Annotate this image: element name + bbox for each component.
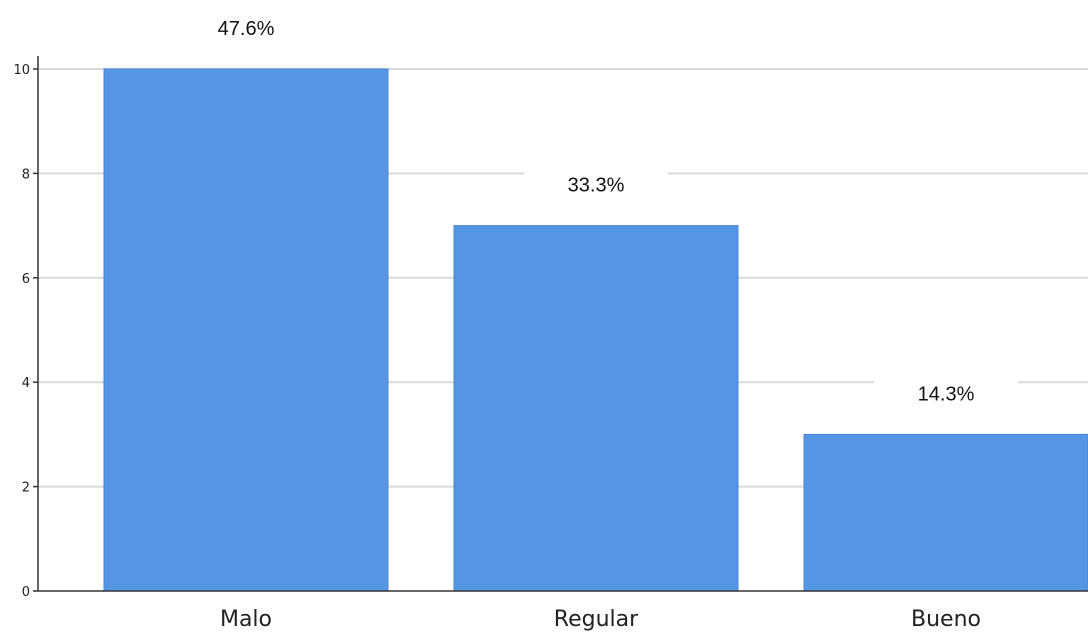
y-tick-label: 10	[13, 63, 30, 78]
data-label: 14.3%	[918, 383, 975, 405]
bars	[103, 68, 1088, 592]
bar-bueno	[803, 433, 1088, 592]
y-tick-label: 0	[22, 585, 30, 600]
bar-malo	[103, 68, 389, 592]
data-label: 47.6%	[218, 18, 275, 40]
y-tick-label: 6	[22, 272, 30, 287]
y-tick-label: 4	[22, 376, 30, 391]
y-tick-label: 8	[22, 167, 30, 182]
x-tick-label: Malo	[220, 607, 272, 632]
data-label-background	[174, 13, 318, 47]
data-label-background	[874, 378, 1018, 413]
x-axis-labels: Malo Regular Bueno	[220, 607, 981, 632]
data-label: 33.3%	[568, 175, 625, 197]
x-tick-label: Bueno	[911, 607, 981, 632]
x-tick-label: Regular	[554, 607, 639, 632]
bar-regular	[453, 225, 739, 592]
data-labels: 47.6% 33.3% 14.3%	[174, 13, 1018, 413]
data-label-background	[524, 169, 668, 204]
axes	[37, 56, 1088, 592]
y-tick-label: 2	[22, 481, 30, 496]
y-axis-ticks: 0 2 4 6 8 10	[13, 63, 38, 600]
